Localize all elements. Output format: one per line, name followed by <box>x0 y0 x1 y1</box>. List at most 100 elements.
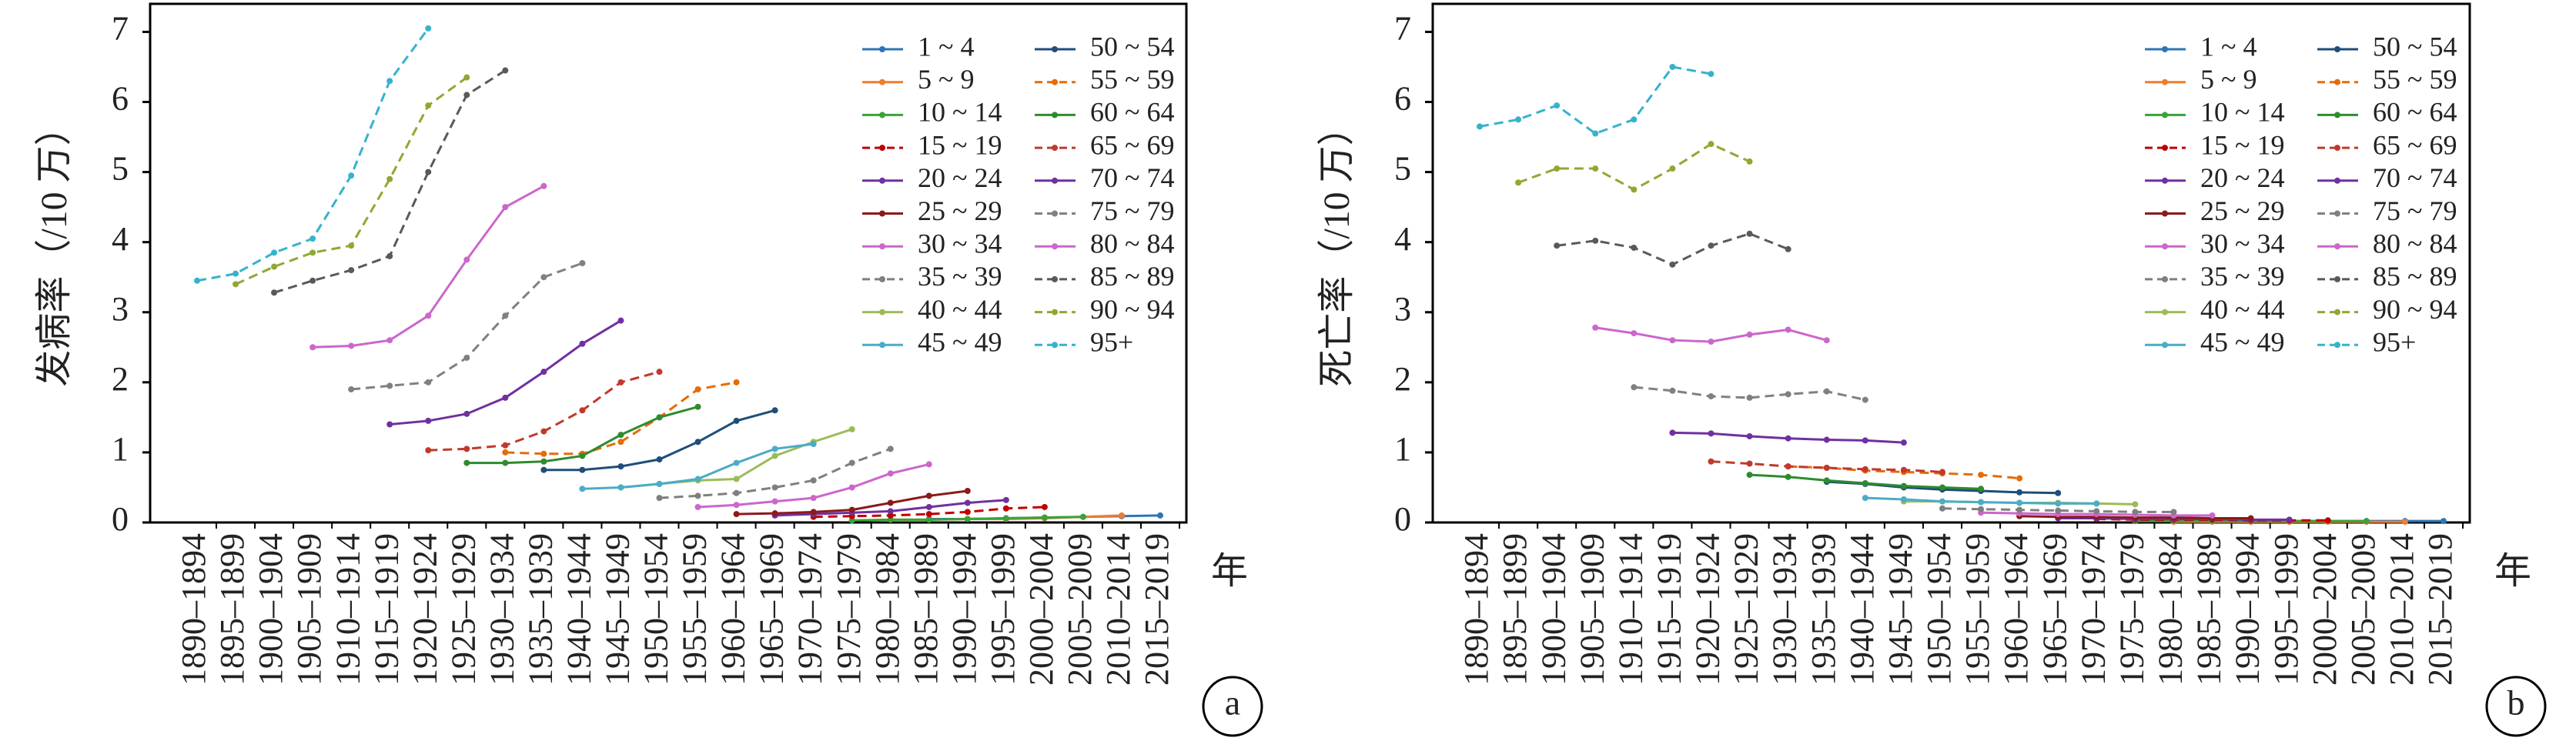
legend-marker <box>1052 145 1058 152</box>
series-point <box>1823 477 1830 484</box>
series-point <box>887 499 894 506</box>
series-point <box>1823 464 1830 471</box>
plot-frame <box>149 2 1188 524</box>
series-point <box>656 480 663 487</box>
legend-marker <box>2334 243 2340 250</box>
legend-label: 40 ~ 44 <box>2200 294 2284 325</box>
series-point <box>964 488 971 495</box>
legend-label: 20 ~ 24 <box>2200 162 2284 193</box>
series-point <box>540 182 547 189</box>
x-tick-label: 1945–1949 <box>1882 533 1919 686</box>
series-point <box>233 281 239 288</box>
series-point <box>2286 516 2293 523</box>
y-tick-label: 4 <box>112 220 129 258</box>
legend-marker <box>1052 177 1058 184</box>
x-tick-label: 1950–1954 <box>637 533 675 686</box>
legend-marker <box>2162 243 2168 250</box>
x-tick-label: 1985–1989 <box>907 533 945 686</box>
series-point <box>1708 339 1715 345</box>
x-tick-label: 1995–1999 <box>984 533 1022 686</box>
series-point <box>1554 165 1561 172</box>
series-point <box>1669 261 1676 268</box>
x-tick-label: 1975–1979 <box>830 533 868 686</box>
series-point <box>1785 245 1791 252</box>
series-point <box>1978 506 1985 512</box>
series-point <box>733 489 740 496</box>
series-point <box>1592 237 1599 244</box>
legend-marker <box>879 78 885 85</box>
x-tick-label: 1995–1999 <box>2267 533 2305 686</box>
series-point <box>1554 102 1561 109</box>
series-point <box>1669 165 1676 172</box>
series-point <box>694 386 701 392</box>
x-tick-label: 1910–1914 <box>1611 533 1649 686</box>
series-point <box>425 25 432 32</box>
x-tick-label: 1910–1914 <box>329 533 366 686</box>
series-point <box>656 369 663 376</box>
series-point <box>733 502 740 509</box>
legend-marker <box>2334 309 2340 315</box>
series-point <box>617 463 624 470</box>
series-point <box>348 386 355 392</box>
series-point <box>1631 330 1638 337</box>
y-tick-label: 0 <box>112 500 129 538</box>
series-point <box>1862 495 1868 502</box>
series-point <box>1900 439 1907 446</box>
series-point <box>1041 514 1048 521</box>
legend-marker <box>879 342 885 349</box>
legend-label: 60 ~ 64 <box>2373 97 2457 128</box>
series-point <box>271 263 278 270</box>
series-point <box>386 78 393 85</box>
series-point <box>1785 473 1791 480</box>
x-tick-label: 1955–1959 <box>1959 533 1996 686</box>
series-point <box>1862 396 1868 403</box>
series-point <box>1862 437 1868 444</box>
series-point <box>925 503 932 510</box>
x-tick-label: 1900–1904 <box>1534 533 1572 686</box>
legend-label: 90 ~ 94 <box>1090 294 1174 325</box>
series-point <box>1939 484 1945 491</box>
series-point <box>964 516 971 522</box>
legend-marker <box>879 210 885 217</box>
series-point <box>1669 63 1676 70</box>
x-tick-label: 2000–2004 <box>2306 533 2343 686</box>
series-point <box>1900 496 1907 502</box>
legend-marker <box>2162 145 2168 152</box>
series-point <box>1939 505 1945 512</box>
series-point <box>1823 388 1830 395</box>
legend-label: 30 ~ 34 <box>2200 228 2284 259</box>
series-point <box>656 495 663 502</box>
x-tick-label: 1970–1974 <box>2074 533 2112 686</box>
x-tick-label: 1990–1994 <box>2229 533 2267 686</box>
series-point <box>617 379 624 386</box>
plot-frame <box>1431 2 2471 524</box>
series-point <box>1978 472 1985 479</box>
series-point <box>1746 331 1753 338</box>
series-point <box>463 410 470 417</box>
y-tick-label: 7 <box>112 10 129 48</box>
series-point <box>1823 337 1830 344</box>
series-point <box>925 511 932 518</box>
series-point <box>463 74 470 81</box>
series-point <box>425 102 432 109</box>
series-point <box>1708 458 1715 465</box>
series-point <box>925 516 932 523</box>
series-line <box>196 27 430 282</box>
series-point <box>617 317 624 324</box>
series-point <box>733 417 740 424</box>
x-tick-label: 2005–2009 <box>1061 533 1099 686</box>
x-tick-label: 1970–1974 <box>791 533 829 686</box>
series-point <box>771 484 778 491</box>
series-point <box>2093 508 2100 515</box>
legend-label: 70 ~ 74 <box>1090 162 1174 193</box>
series-point <box>348 172 355 179</box>
legend-marker <box>1052 210 1058 217</box>
series-point <box>925 461 932 468</box>
panel-badge <box>2485 676 2547 737</box>
series-point <box>1118 512 1125 519</box>
legend-label: 60 ~ 64 <box>1090 97 1174 128</box>
series-point <box>386 382 393 389</box>
series-line <box>1479 65 1711 135</box>
series-point <box>348 267 355 274</box>
series-point <box>1746 230 1753 237</box>
